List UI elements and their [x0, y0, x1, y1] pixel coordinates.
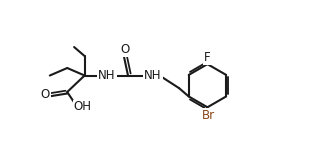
- Text: NH: NH: [144, 69, 162, 82]
- Text: O: O: [120, 43, 130, 56]
- Text: OH: OH: [74, 100, 92, 113]
- Text: F: F: [204, 51, 211, 64]
- Text: Br: Br: [202, 109, 216, 122]
- Text: NH: NH: [98, 69, 116, 82]
- Text: O: O: [40, 89, 50, 101]
